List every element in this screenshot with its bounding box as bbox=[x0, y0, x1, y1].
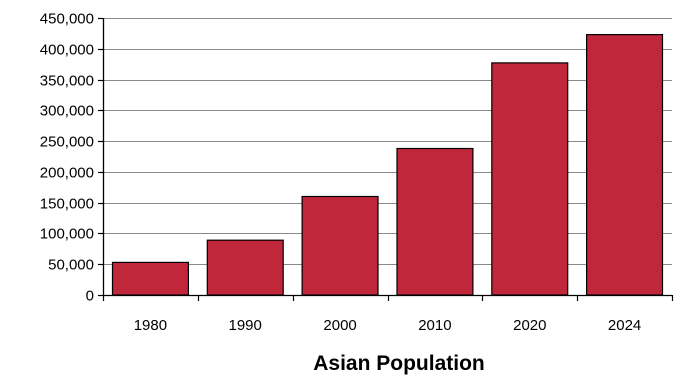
y-tick-label: 0 bbox=[86, 288, 94, 305]
bar-2024 bbox=[585, 33, 664, 296]
x-axis-ticks: 1980 1990 2000 2010 2020 2024 bbox=[102, 295, 674, 334]
y-tick-label: 300,000 bbox=[40, 103, 94, 120]
x-tick-label: 2000 bbox=[323, 317, 356, 334]
y-tick-label: 50,000 bbox=[48, 257, 94, 274]
x-tick-label: 2024 bbox=[608, 317, 641, 334]
bar-1980 bbox=[111, 261, 190, 296]
x-tick-label: 2010 bbox=[418, 317, 451, 334]
y-tick-label: 250,000 bbox=[40, 134, 94, 151]
x-tick-label: 1980 bbox=[134, 317, 167, 334]
y-tick-label: 100,000 bbox=[40, 226, 94, 243]
bar-2020 bbox=[491, 62, 569, 296]
bar-2010 bbox=[396, 147, 474, 296]
bars bbox=[111, 33, 664, 296]
chart-title: Asian Population bbox=[313, 352, 485, 375]
y-tick-label: 150,000 bbox=[40, 196, 94, 213]
x-tick-label: 2020 bbox=[513, 317, 546, 334]
bar-1990 bbox=[206, 239, 284, 296]
gridlines bbox=[103, 18, 672, 265]
y-tick-label: 200,000 bbox=[40, 165, 94, 182]
x-tick-label: 1990 bbox=[229, 317, 262, 334]
bar-2000 bbox=[301, 195, 379, 296]
y-axis-ticks: 0 50,000 100,000 150,000 200,000 250,000 300,0… bbox=[40, 11, 103, 305]
y-tick-label: 450,000 bbox=[40, 11, 94, 28]
y-tick-label: 400,000 bbox=[40, 42, 94, 59]
y-tick-label: 350,000 bbox=[40, 73, 94, 90]
